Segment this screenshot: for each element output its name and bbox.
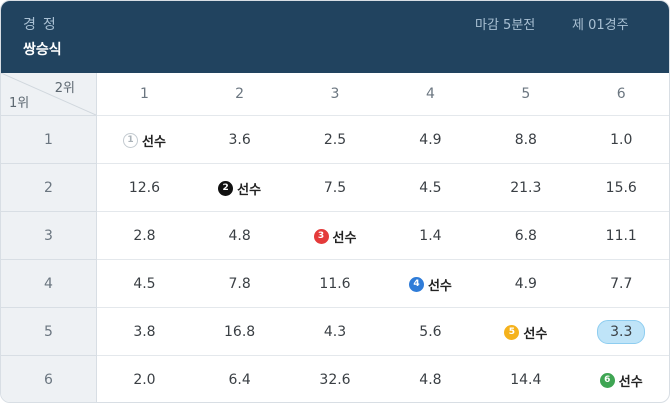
odds-cell[interactable]: 11.6 [287,259,383,308]
odds-cell[interactable]: 3.8 [96,307,192,356]
odds-cell[interactable]: 7.8 [191,259,288,308]
self-label: 선수 [523,326,548,342]
boat-number-badge: 3 [313,228,329,244]
odds-cell[interactable]: 2.8 [96,211,192,260]
second-place-axis-label: 2위 [54,81,75,96]
table-row: 2 12.6 2 선수 7.5 4.5 21.3 15.6 [1,163,669,212]
odds-cell[interactable]: 16.8 [191,307,288,356]
odds-cell[interactable]: 5.6 [382,307,479,356]
odds-cell[interactable]: 4.5 [382,163,479,212]
odds-cell-highlighted[interactable]: 3.3 [573,307,669,356]
boat-number-badge: 2 [218,180,234,196]
odds-cell[interactable]: 21.3 [478,163,574,212]
corner-diagonal [1,73,96,115]
odds-cell[interactable]: 32.6 [319,371,351,388]
col-header-1: 1 [96,73,192,116]
odds-cell[interactable]: 4.5 [96,259,192,308]
table-row: 1 1 선수 3.6 2.5 4.9 8.8 1.0 [1,115,669,164]
odds-cell[interactable]: 2.5 [287,115,383,164]
self-label: 선수 [332,230,357,246]
odds-cell[interactable]: 2.0 [133,371,156,388]
row-header-4: 4 [1,259,97,308]
self-cell: 3 선수 [287,211,383,260]
odds-cell[interactable]: 14.4 [510,371,542,388]
odds-cell[interactable]: 4.8 [419,371,442,388]
odds-cell[interactable]: 15.6 [573,163,669,212]
self-label: 선수 [141,134,166,150]
boat-number-badge: 4 [408,276,424,292]
odds-cell[interactable]: 1.0 [573,115,669,164]
table-row: 3 2.8 4.8 3 선수 1.4 6.8 11.1 [1,211,669,260]
odds-cell[interactable]: 3.6 [191,115,288,164]
deadline-status: 마감 5분전 [475,18,536,33]
highlighted-odds-pill[interactable]: 3.3 [597,319,646,344]
odds-cell[interactable]: 1.4 [382,211,479,260]
table-row: 4 4.5 7.8 11.6 4 선수 4.9 7.7 [1,259,669,308]
row-header-2: 2 [1,163,97,212]
odds-cell[interactable]: 8.8 [478,115,574,164]
self-cell: 4 선수 [382,259,479,308]
odds-table: 2위 1위 1 2 3 4 5 6 1 1 선수 3.6 2.5 4.9 8.8 … [1,73,669,403]
bet-type: 쌍승식 [23,42,62,58]
col-header-5: 5 [478,73,574,116]
odds-cell[interactable]: 4.8 [191,211,288,260]
odds-cell[interactable]: 4.9 [382,115,479,164]
col-header-2: 2 [191,73,288,116]
self-cell: 5 선수 [478,307,574,356]
self-cell: 6 선수 [574,356,669,403]
odds-cell[interactable]: 4.3 [287,307,383,356]
boat-number-badge: 6 [599,372,615,388]
boat-number-badge: 5 [504,324,520,340]
odds-cell[interactable]: 7.5 [287,163,383,212]
self-label: 선수 [427,278,452,294]
boat-number-badge: 1 [122,132,138,148]
row-header-6: 6 [1,355,97,402]
odds-cell[interactable]: 11.1 [573,211,669,260]
self-label: 선수 [618,374,643,390]
self-cell: 1 선수 [96,115,192,164]
row-header-3: 3 [1,211,97,260]
self-cell: 2 선수 [191,163,288,212]
first-place-axis-label: 1위 [9,96,30,111]
table-row: 5 3.8 16.8 4.3 5.6 5 선수 3.3 [1,307,669,356]
odds-cell[interactable]: 7.7 [573,259,669,308]
table-row: 6 2.0 6.4 32.6 4.8 14.4 6 선수 [1,355,669,403]
corner-cell: 2위 1위 [1,73,97,116]
odds-cell[interactable]: 4.9 [478,259,574,308]
odds-cell[interactable]: 6.4 [228,371,251,388]
odds-cell[interactable]: 6.8 [478,211,574,260]
col-header-3: 3 [287,73,383,116]
col-header-4: 4 [382,73,479,116]
row-header-1: 1 [1,115,97,164]
odds-cell[interactable]: 12.6 [96,163,192,212]
self-label: 선수 [237,182,262,198]
race-header: 경정 쌍승식 마감 5분전 제 01경주 [1,1,669,73]
col-header-6: 6 [573,73,669,116]
race-number: 제 01경주 [572,18,629,33]
event-title: 경정 [23,17,63,33]
row-header-5: 5 [1,307,97,356]
